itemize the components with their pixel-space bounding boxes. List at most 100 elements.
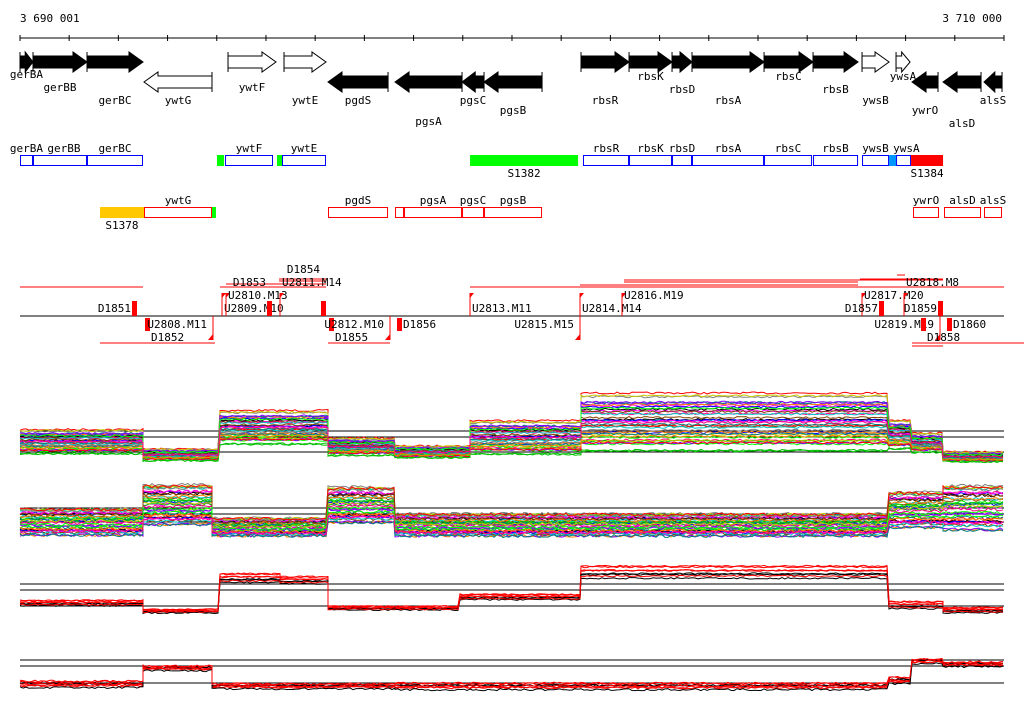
expression-profile-line (19, 573, 1004, 614)
feature-rbsC[interactable]: rbsC (764, 142, 813, 166)
feature-S1378[interactable]: S1378 (100, 207, 144, 232)
segment-marker-U2817.M20[interactable]: U2817.M20 (861, 289, 924, 316)
expression-profile-line (19, 659, 1004, 688)
gene-arrow-icon (763, 51, 814, 73)
expression-profile-line (19, 416, 1004, 458)
feature-green[interactable] (217, 155, 225, 166)
feature-ywrO[interactable]: ywrO (913, 194, 940, 218)
expression-profile-line (19, 660, 1004, 690)
gene-ywtE[interactable]: ywtE (283, 51, 327, 107)
feature-pgsC[interactable]: pgsC (460, 194, 487, 218)
feature-ywsA[interactable]: ywsA (893, 142, 920, 166)
segment-marker-U2816.M19[interactable]: U2816.M19 (621, 289, 684, 316)
segment-marker-D1860[interactable]: D1860 (947, 318, 986, 331)
gene-rbsC[interactable]: rbsC (763, 51, 814, 83)
gene-alsD[interactable]: alsD (942, 71, 982, 130)
feature-label: ywsA (893, 142, 920, 155)
segment-marker-D1855[interactable]: D1855 (329, 318, 368, 344)
ruler (19, 35, 1005, 41)
segment-marker-U2808.M11[interactable]: U2808.M11 (147, 316, 214, 340)
feature-ywtF[interactable]: ywtF (225, 142, 273, 166)
feature-alsS[interactable]: alsS (980, 194, 1007, 218)
feature-rbsR[interactable]: rbsR (582, 142, 630, 166)
gene-pgdS[interactable]: pgdS (327, 71, 389, 107)
gene-pgsC[interactable]: pgsC (460, 70, 487, 107)
feature-rbsA[interactable]: rbsA (692, 142, 765, 166)
segment-marker-U2818.M8[interactable]: U2818.M8 (903, 276, 959, 316)
segment-label: D1860 (953, 318, 986, 331)
gene-arrow-icon (461, 70, 485, 94)
gene-label: ywtG (165, 94, 192, 107)
feature-gerBA[interactable]: gerBA (10, 142, 43, 166)
segment-marker-U2810.M13[interactable]: U2810.M13 (225, 289, 288, 316)
gene-alsS[interactable]: alsS (980, 70, 1007, 107)
feature-gerBB[interactable]: gerBB (32, 142, 88, 166)
gene-label: pgsC (460, 94, 487, 107)
feature-rbsK[interactable]: rbsK (629, 142, 673, 166)
segment-marker-D1853[interactable]: D1853 (233, 276, 272, 316)
gene-ywsA[interactable]: ywsA (890, 50, 917, 83)
segment-marker-D1854[interactable]: D1854 (287, 263, 326, 316)
feature-ywtE[interactable]: ywtE (282, 142, 326, 166)
gene-label: gerBA (10, 68, 43, 81)
feature-S1384[interactable]: S1384 (910, 155, 944, 180)
segment-marker-D1856[interactable]: D1856 (397, 318, 436, 331)
segment-marker-D1852[interactable]: D1852 (145, 318, 184, 344)
feature-green[interactable] (211, 207, 216, 218)
gene-rbsR[interactable]: rbsR (580, 51, 630, 107)
gene-label: ywrO (912, 104, 939, 117)
segment-label: U2811.M14 (282, 276, 342, 289)
gene-rbsD[interactable]: rbsD (669, 50, 696, 96)
gene-ywsB[interactable]: ywsB (861, 51, 890, 107)
feature-gene[interactable] (395, 207, 405, 218)
feature-pgdS[interactable]: pgdS (328, 194, 389, 218)
feature-label: ywtE (291, 142, 318, 155)
gene-pgsB[interactable]: pgsB (483, 71, 543, 117)
segment-marker-D1858[interactable]: D1858 (921, 318, 960, 344)
feature-pgsA[interactable]: pgsA (404, 194, 463, 218)
gene-gerBC[interactable]: gerBC (86, 51, 144, 107)
expression-profile-line (19, 491, 1003, 525)
feature-alsD[interactable]: alsD (944, 194, 982, 218)
expression-profile-line (19, 428, 1004, 460)
gene-rbsA[interactable]: rbsA (691, 51, 765, 107)
segment-marker-U2819.M19[interactable]: U2819.M19 (874, 316, 941, 340)
feature-rbsD[interactable]: rbsD (669, 142, 696, 166)
feature-label: ywrO (913, 194, 940, 207)
gene-gerBB[interactable]: gerBB (32, 51, 88, 94)
gene-pgsA[interactable]: pgsA (394, 71, 463, 128)
feature-ywsB[interactable]: ywsB (862, 142, 889, 166)
feature-rbsB[interactable]: rbsB (813, 142, 859, 166)
gene-gerBA[interactable]: gerBA (10, 50, 43, 81)
expression-profile-line (19, 512, 1004, 534)
segment-marker-U2815.M15[interactable]: U2815.M15 (514, 316, 581, 340)
segment-marker-U2811.M14[interactable]: U2811.M14 (279, 276, 342, 316)
feature-pgsB[interactable]: pgsB (484, 194, 543, 218)
expression-profile-line (19, 422, 1004, 459)
segment-marker-D1859[interactable]: D1859 (904, 301, 943, 316)
segment-marker-D1857[interactable]: D1857 (845, 301, 884, 316)
segment-marker-D1851[interactable]: D1851 (98, 301, 137, 316)
gene-arrow-icon (483, 71, 543, 93)
gene-arrow-icon (628, 51, 673, 73)
segment-marker-U2813.M11[interactable]: U2813.M11 (469, 293, 532, 316)
feature-green[interactable] (276, 155, 283, 166)
segment-label: U2814.M14 (582, 302, 642, 315)
segment-label: U2816.M19 (624, 289, 684, 302)
segment-marker-U2812.M10[interactable]: U2812.M10 (324, 316, 391, 340)
expression-profiles (19, 391, 1004, 692)
feature-S1382[interactable]: S1382 (470, 155, 579, 180)
expression-profile-line (19, 434, 1004, 461)
segment-marker-U2814.M14[interactable]: U2814.M14 (579, 293, 642, 316)
feature-ywtG[interactable]: ywtG (143, 194, 212, 218)
gene-rbsB[interactable]: rbsB (812, 51, 859, 96)
gene-ywtF[interactable]: ywtF (227, 51, 277, 94)
expression-profile-line (19, 565, 1004, 611)
feature-blue[interactable] (889, 155, 897, 166)
gene-ywtG[interactable]: ywtG (143, 71, 213, 107)
gene-ywrO[interactable]: ywrO (911, 71, 939, 117)
gene-rbsK[interactable]: rbsK (628, 51, 673, 83)
gene-arrow-icon (911, 71, 939, 93)
feature-gerBC[interactable]: gerBC (87, 142, 144, 166)
segment-label: U2812.M10 (324, 318, 384, 331)
